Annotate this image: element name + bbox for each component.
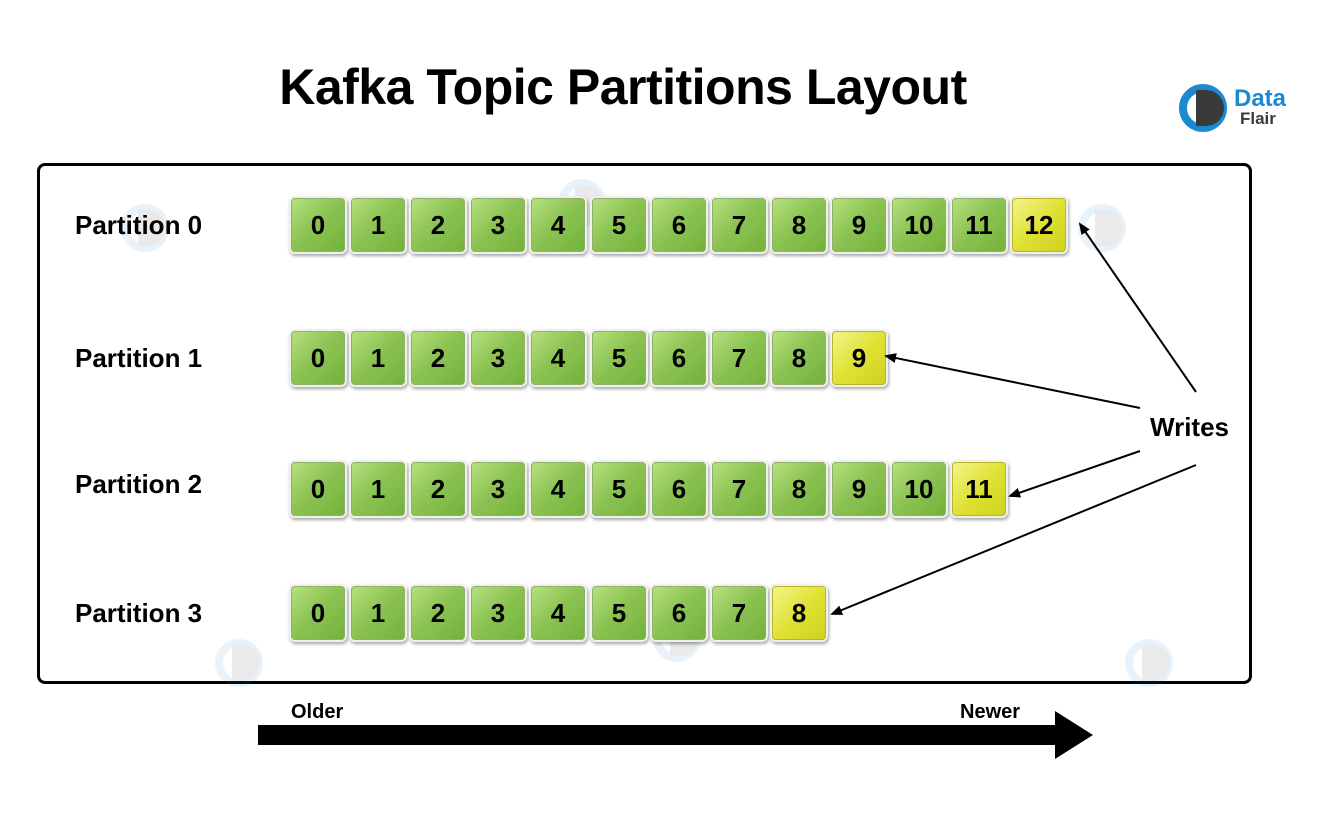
record-cell: 4	[531, 198, 585, 252]
logo-line2: Flair	[1240, 109, 1276, 128]
record-cell: 8	[772, 198, 826, 252]
record-cell: 6	[652, 586, 706, 640]
write-arrow-partition-2	[1008, 450, 1141, 498]
record-cell: 1	[351, 331, 405, 385]
record-cell: 10	[892, 462, 946, 516]
record-cell: 2	[411, 331, 465, 385]
newer-label: Newer	[960, 701, 1021, 723]
partition-3-label: Partition 3	[75, 598, 203, 628]
record-cell: 7	[712, 586, 766, 640]
newest-record-cell: 11	[952, 462, 1006, 516]
partition-0-label: Partition 0	[75, 210, 203, 240]
logo-line1: Data	[1234, 85, 1287, 112]
record-cell: 7	[712, 462, 766, 516]
record-cell: 3	[471, 586, 525, 640]
record-cell: 3	[471, 331, 525, 385]
record-cell: 6	[652, 198, 706, 252]
record-cell: 9	[832, 198, 886, 252]
watermark-logo	[1125, 639, 1173, 687]
record-cell: 4	[531, 331, 585, 385]
record-cell: 7	[712, 198, 766, 252]
write-arrow-partition-0	[1078, 222, 1197, 393]
time-direction-arrow	[258, 711, 1093, 759]
record-cell: 4	[531, 462, 585, 516]
newest-record-cell: 9	[832, 331, 886, 385]
record-cell: 2	[411, 462, 465, 516]
record-cell: 0	[291, 331, 345, 385]
record-cell: 0	[291, 198, 345, 252]
record-cell: 0	[291, 586, 345, 640]
writes-label: Writes	[1150, 412, 1229, 442]
record-cell: 5	[592, 198, 646, 252]
record-cell: 9	[832, 462, 886, 516]
partition-2-label: Partition 2	[75, 469, 203, 499]
dataflair-logo: Data Flair	[1179, 84, 1287, 132]
record-cell: 10	[892, 198, 946, 252]
record-cell: 4	[531, 586, 585, 640]
watermark-logo	[215, 639, 263, 687]
write-arrow-partition-3	[830, 464, 1197, 615]
page-title: Kafka Topic Partitions Layout	[279, 59, 967, 115]
record-cell: 2	[411, 586, 465, 640]
record-cell: 6	[652, 331, 706, 385]
record-cell: 8	[772, 462, 826, 516]
record-cell: 5	[592, 462, 646, 516]
partitions-frame	[37, 163, 1252, 684]
record-cell: 3	[471, 462, 525, 516]
record-cell: 3	[471, 198, 525, 252]
record-cell: 1	[351, 462, 405, 516]
record-cell: 8	[772, 331, 826, 385]
record-cell: 6	[652, 462, 706, 516]
record-cell: 7	[712, 331, 766, 385]
newest-record-cell: 8	[772, 586, 826, 640]
record-cell: 2	[411, 198, 465, 252]
watermark-logo	[121, 204, 169, 252]
record-cell: 5	[592, 586, 646, 640]
write-arrow-partition-1	[884, 353, 1141, 409]
older-label: Older	[291, 701, 344, 723]
record-cell: 0	[291, 462, 345, 516]
record-cell: 5	[592, 331, 646, 385]
record-cell: 11	[952, 198, 1006, 252]
newest-record-cell: 12	[1012, 198, 1066, 252]
partition-1-label: Partition 1	[75, 343, 203, 373]
record-cell: 1	[351, 586, 405, 640]
record-cell: 1	[351, 198, 405, 252]
